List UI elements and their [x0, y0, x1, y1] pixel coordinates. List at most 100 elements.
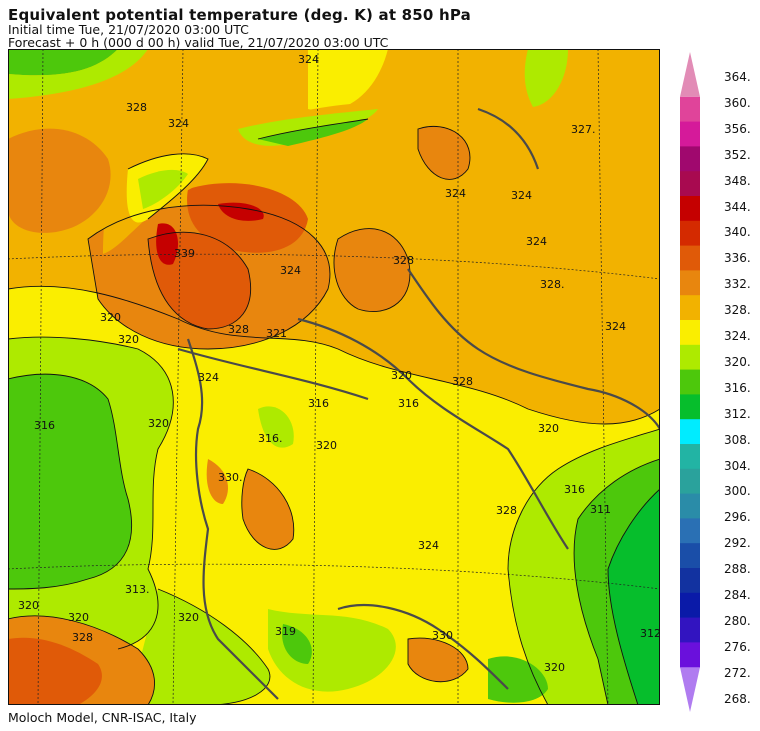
colorbar-swatch — [680, 344, 700, 371]
map-label: 319 — [275, 625, 296, 638]
map-label: 328 — [452, 375, 473, 388]
map-label: 328 — [496, 504, 517, 517]
map-label: 328. — [540, 278, 565, 291]
map-label: 327. — [571, 123, 596, 136]
map-label: 320 — [100, 311, 121, 324]
colorbar-tick-label: 320. — [724, 354, 751, 369]
colorbar-swatch — [680, 320, 700, 346]
colorbar-tick-label: 328. — [724, 303, 751, 318]
colorbar-tick-label: 364. — [724, 70, 751, 84]
map-label: 320 — [538, 422, 559, 435]
map-label: 321 — [266, 327, 287, 340]
map-label: 324 — [605, 320, 626, 333]
colorbar-swatch — [680, 543, 700, 569]
colorbar-swatch — [680, 146, 700, 172]
map-label: 320 — [148, 417, 169, 430]
colorbar-swatch — [680, 220, 700, 247]
map-label: 328 — [72, 631, 93, 644]
colorbar-swatch — [680, 369, 700, 395]
colorbar-tick-label: 284. — [724, 588, 751, 602]
colorbar-swatch — [680, 493, 700, 519]
colorbar-swatch — [680, 96, 700, 123]
map-label: 316. — [258, 432, 283, 445]
map-label: 328 — [393, 254, 414, 267]
colorbar-tick-label: 272. — [724, 665, 751, 680]
map-label: 328 — [126, 101, 147, 114]
colorbar-swatch — [680, 642, 700, 668]
map-label: 339 — [174, 247, 195, 260]
colorbar-swatch — [680, 518, 700, 544]
colorbar-swatch — [680, 52, 700, 97]
map-frame — [8, 49, 660, 705]
colorbar-swatch — [680, 617, 700, 643]
colorbar-swatch — [680, 444, 700, 470]
map-title: Equivalent potential temperature (deg. K… — [8, 6, 471, 24]
colorbar-swatch — [680, 295, 700, 321]
map-label: 324 — [526, 235, 547, 248]
colorbar-tick-label: 316. — [724, 380, 751, 395]
colorbar-swatch — [680, 667, 700, 712]
map-label: 311 — [590, 503, 611, 516]
map-label: 312 — [640, 627, 660, 640]
theta-e-map: 324 328 324 339 324 328 321 320 320 320 … — [8, 49, 660, 705]
colorbar-swatch — [680, 468, 700, 495]
map-label: 320 — [178, 611, 199, 624]
colorbar-swatch — [680, 196, 700, 222]
colorbar-swatch — [680, 394, 700, 420]
colorbar-tick-label: 308. — [724, 432, 751, 447]
map-label: 328 — [228, 323, 249, 336]
map-label: 313. — [125, 583, 150, 596]
colorbar-swatch — [680, 121, 700, 147]
map-label: 330. — [218, 471, 243, 484]
map-label: 320 — [316, 439, 337, 452]
map-label: 320 — [118, 333, 139, 346]
map-label: 324 — [445, 187, 466, 200]
colorbar-swatch — [680, 171, 700, 197]
graticule — [8, 49, 660, 705]
map-label: 316 — [564, 483, 585, 496]
colorbar-tick-label: 336. — [724, 251, 751, 266]
colorbar-tick-label: 340. — [724, 225, 751, 240]
colorbar-tick-label: 304. — [724, 458, 751, 473]
map-label: 324 — [298, 53, 319, 66]
contours — [8, 118, 660, 705]
colorbar-tick-label: 344. — [724, 199, 751, 214]
colorbar-tick-label: 296. — [724, 510, 751, 525]
map-label: 320 — [18, 599, 39, 612]
colorbar — [680, 52, 700, 712]
footer-credit: Moloch Model, CNR-ISAC, Italy — [8, 710, 197, 725]
colorbar-tick-label: 348. — [724, 173, 751, 188]
map-label: 330 — [432, 629, 453, 642]
colorbar-tick-label: 276. — [724, 639, 751, 654]
contour-labels: 324 328 324 339 324 328 321 320 320 320 … — [18, 53, 660, 674]
colorbar-tick-label: 292. — [724, 536, 751, 551]
colorbar-tick-label: 268. — [724, 691, 751, 706]
colorbar-tick-label: 324. — [724, 329, 751, 343]
map-label: 316 — [398, 397, 419, 410]
map-label: 316 — [308, 397, 329, 410]
forecast-time: Forecast + 0 h (000 d 00 h) valid Tue, 2… — [8, 35, 389, 50]
colorbar-tick-label: 280. — [724, 613, 751, 628]
colorbar-tick-label: 332. — [724, 277, 751, 292]
map-label: 324 — [198, 371, 219, 384]
coastlines — [177, 107, 660, 700]
map-label: 324 — [418, 539, 439, 552]
colorbar-tick-label: 288. — [724, 562, 751, 577]
colorbar-tick-label: 360. — [724, 95, 751, 110]
initial-time: Initial time Tue, 21/07/2020 03:00 UTC — [8, 22, 249, 37]
map-label: 320 — [391, 369, 412, 382]
map-label: 324 — [168, 117, 189, 130]
colorbar-tick-label: 312. — [724, 406, 751, 421]
colorbar-tick-label: 300. — [724, 484, 751, 499]
colorbar-swatch — [680, 245, 700, 271]
map-label: 324 — [280, 264, 301, 277]
colorbar-tick-label: 356. — [724, 121, 751, 136]
colorbar-swatch — [680, 270, 700, 296]
colorbar-swatch — [680, 568, 700, 594]
map-label: 324 — [511, 189, 532, 202]
map-label: 316 — [34, 419, 55, 432]
colorbar-swatch — [680, 592, 700, 619]
map-label: 320 — [544, 661, 565, 674]
map-label: 320 — [68, 611, 89, 624]
colorbar-tick-label: 352. — [724, 147, 751, 162]
